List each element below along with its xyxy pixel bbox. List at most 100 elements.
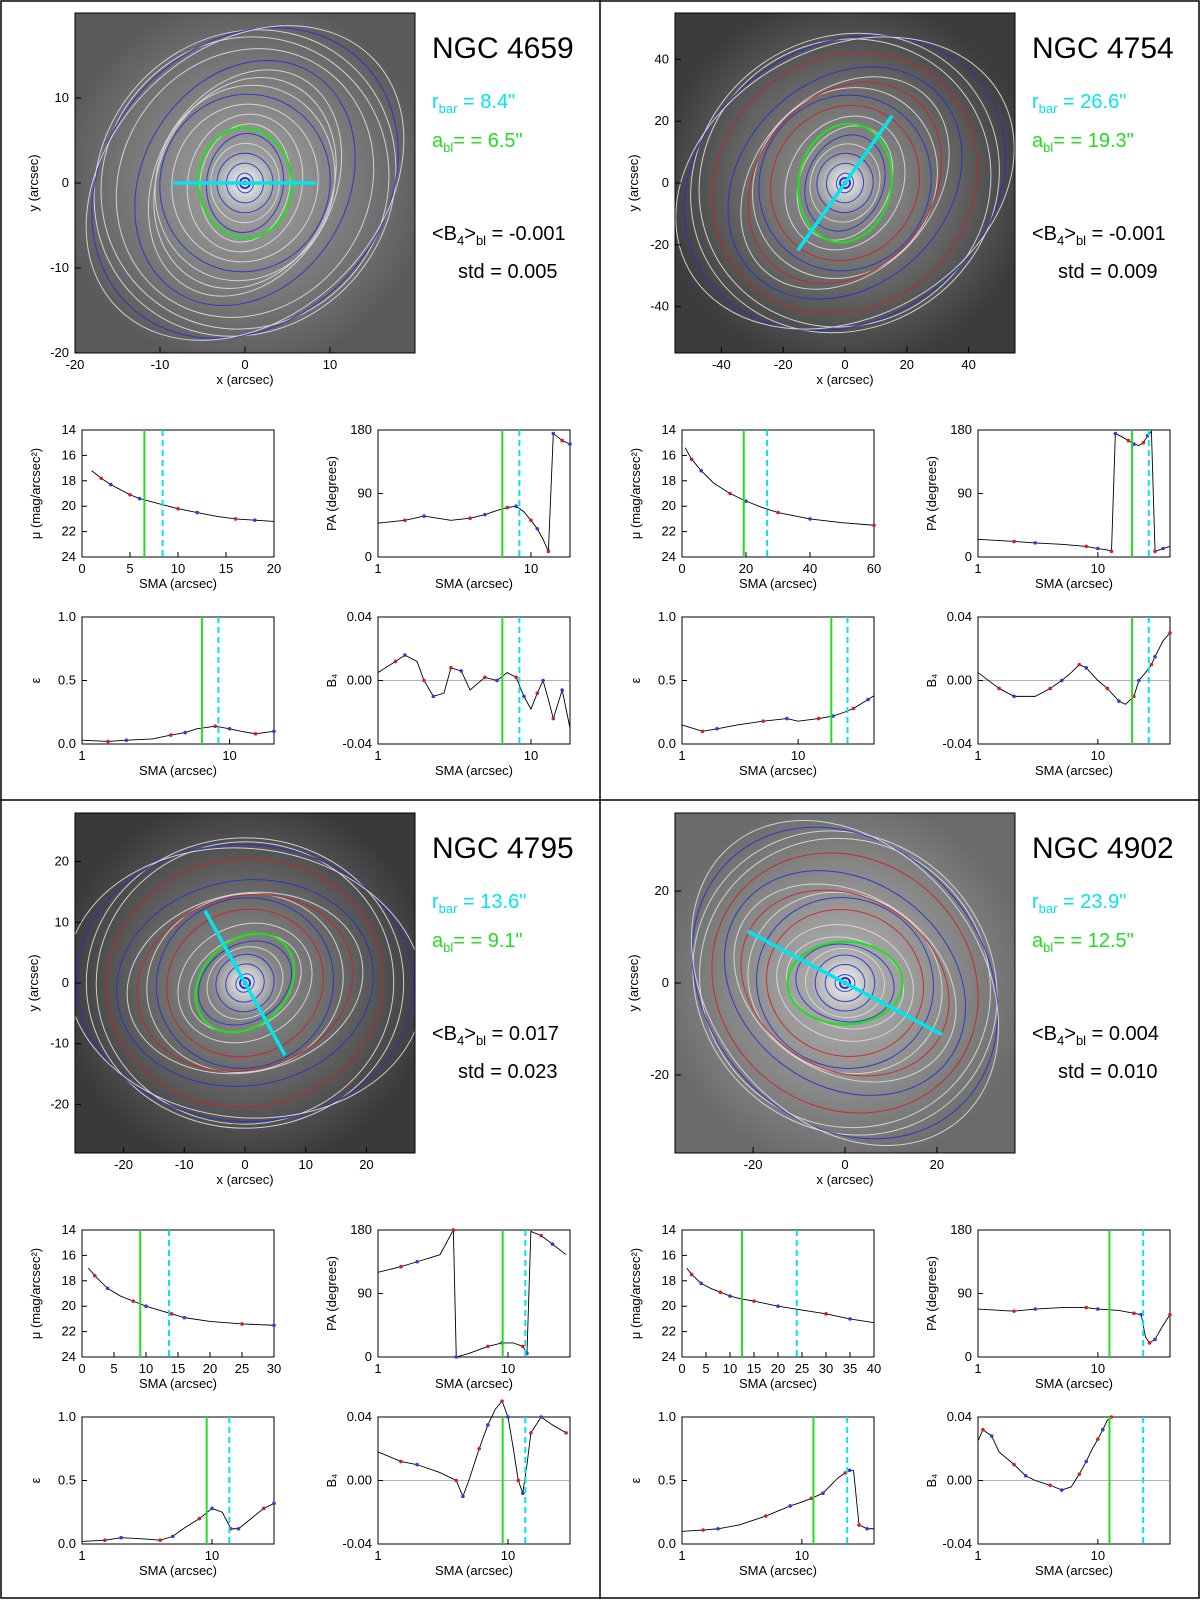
x-tick-label: 10 — [298, 1157, 312, 1172]
profile-point — [715, 726, 719, 731]
x-axis-label: SMA (arcsec) — [435, 763, 513, 778]
x-axis-label: SMA (arcsec) — [139, 1563, 217, 1578]
profile-point — [529, 1431, 533, 1435]
x-tick-label: 5 — [702, 1361, 709, 1376]
profile-point — [1033, 541, 1037, 545]
core-contour — [839, 977, 851, 989]
isophote-contour — [691, 819, 999, 1147]
isophote-contour — [153, 77, 337, 289]
isophote-contour — [146, 893, 344, 1073]
y-tick-label: 22 — [62, 1324, 76, 1339]
x-tick-label: 30 — [819, 1361, 833, 1376]
isophote-contour — [75, 847, 415, 1119]
y-tick-label: 18 — [662, 473, 676, 488]
profile-point — [468, 516, 472, 520]
x-axis-label: SMA (arcsec) — [435, 576, 513, 591]
a-bl-value: abl= = 12.5" — [1032, 930, 1134, 955]
y-tick-label: 0 — [965, 1349, 972, 1364]
y-tick-label: 16 — [662, 1247, 676, 1262]
y-tick-label: 20 — [662, 1298, 676, 1313]
y-axis-label: PA (degrees) — [324, 456, 339, 531]
isophote-contour — [154, 84, 336, 282]
x-tick-label: 5 — [110, 1361, 117, 1376]
profile-point — [535, 526, 540, 531]
profile-point — [788, 1504, 793, 1508]
profile-point — [1012, 1309, 1016, 1313]
y-tick-label: -20 — [650, 237, 669, 252]
x-tick-label: 0 — [241, 1157, 248, 1172]
plot-frame — [681, 616, 875, 745]
x-tick-label: 40 — [867, 1361, 881, 1376]
profile-point — [1117, 699, 1121, 703]
profile-point — [560, 438, 564, 443]
profile-point — [399, 1459, 403, 1464]
y-axis-label: B₄ — [324, 1474, 339, 1488]
isophote-contour — [755, 897, 935, 1069]
profile-point — [506, 1415, 510, 1419]
profile-point — [1137, 678, 1141, 683]
a-bl-value: abl= = 6.5" — [432, 130, 523, 155]
x-tick-label: 1 — [374, 1361, 381, 1376]
profile-point — [1033, 1307, 1037, 1311]
x-axis-label: x (arcsec) — [216, 372, 273, 387]
x-tick-label: -20 — [744, 1157, 763, 1172]
profile-point — [1012, 1462, 1016, 1467]
profile-point — [1168, 1312, 1172, 1317]
isophote-contour — [199, 123, 291, 243]
profile-point — [866, 697, 870, 702]
profile-point — [997, 686, 1001, 691]
profile-line — [91, 470, 275, 522]
profile-point — [240, 1322, 244, 1326]
profile-line — [684, 447, 875, 526]
profile-mu: 14 16 18 20 22 240 5 10 15 20 SMA (arcsec) μ (mag/a… — [28, 422, 281, 591]
x-axis-label: SMA (arcsec) — [139, 763, 217, 778]
x-tick-label: 20 — [739, 561, 753, 576]
x-tick-label: -10 — [151, 357, 170, 372]
a-bl-value: abl= = 19.3" — [1032, 130, 1134, 155]
y-tick-label: 0.0 — [58, 736, 76, 751]
x-tick-label: 20 — [203, 1361, 217, 1376]
isophote-contour — [825, 162, 865, 204]
profile-point — [848, 1317, 852, 1321]
profile-point — [1105, 686, 1110, 691]
x-tick-label: 25 — [795, 1361, 809, 1376]
profile-point — [1084, 1305, 1089, 1310]
profile-point — [761, 719, 765, 723]
isophote-contour — [166, 908, 324, 1058]
x-tick-label: 30 — [267, 1361, 281, 1376]
profile-point — [564, 1431, 568, 1435]
x-axis-label: x (arcsec) — [216, 1172, 273, 1187]
x-tick-label: 1 — [78, 748, 85, 763]
y-tick-label: 1.0 — [658, 609, 676, 624]
y-tick-label: 0 — [62, 975, 69, 990]
isophote-contour — [804, 134, 886, 232]
y-tick-label: -0.04 — [342, 736, 372, 751]
y-tick-label: 20 — [662, 498, 676, 513]
isophote-contour — [747, 82, 943, 284]
std-value: std = 0.005 — [458, 261, 558, 283]
profile-point — [1059, 678, 1064, 683]
y-tick-label: -0.04 — [342, 1536, 372, 1551]
profile-point — [851, 706, 856, 711]
y-tick-label: -0.04 — [942, 736, 972, 751]
y-tick-label: -20 — [50, 345, 69, 360]
profile-point — [1077, 662, 1082, 667]
galaxy-name: NGC 4902 — [1032, 832, 1174, 865]
core-contour — [239, 977, 251, 989]
profile-point — [1147, 1341, 1152, 1345]
std-value: std = 0.009 — [1058, 261, 1158, 283]
x-axis-label: SMA (arcsec) — [739, 576, 817, 591]
bar-line — [747, 929, 943, 1037]
galaxy-image — [75, 813, 415, 1153]
profile-point — [1153, 654, 1157, 659]
y-tick-label: -0.04 — [942, 1536, 972, 1551]
r-bar-value: rbar = 26.6" — [1032, 91, 1126, 116]
x-axis-label: x (arcsec) — [816, 372, 873, 387]
y-axis-label: B₄ — [924, 674, 939, 688]
galaxy-name: NGC 4754 — [1032, 32, 1174, 65]
y-tick-label: 18 — [662, 1273, 676, 1288]
isophote-contour — [733, 883, 957, 1083]
x-tick-label: 1 — [374, 561, 381, 576]
